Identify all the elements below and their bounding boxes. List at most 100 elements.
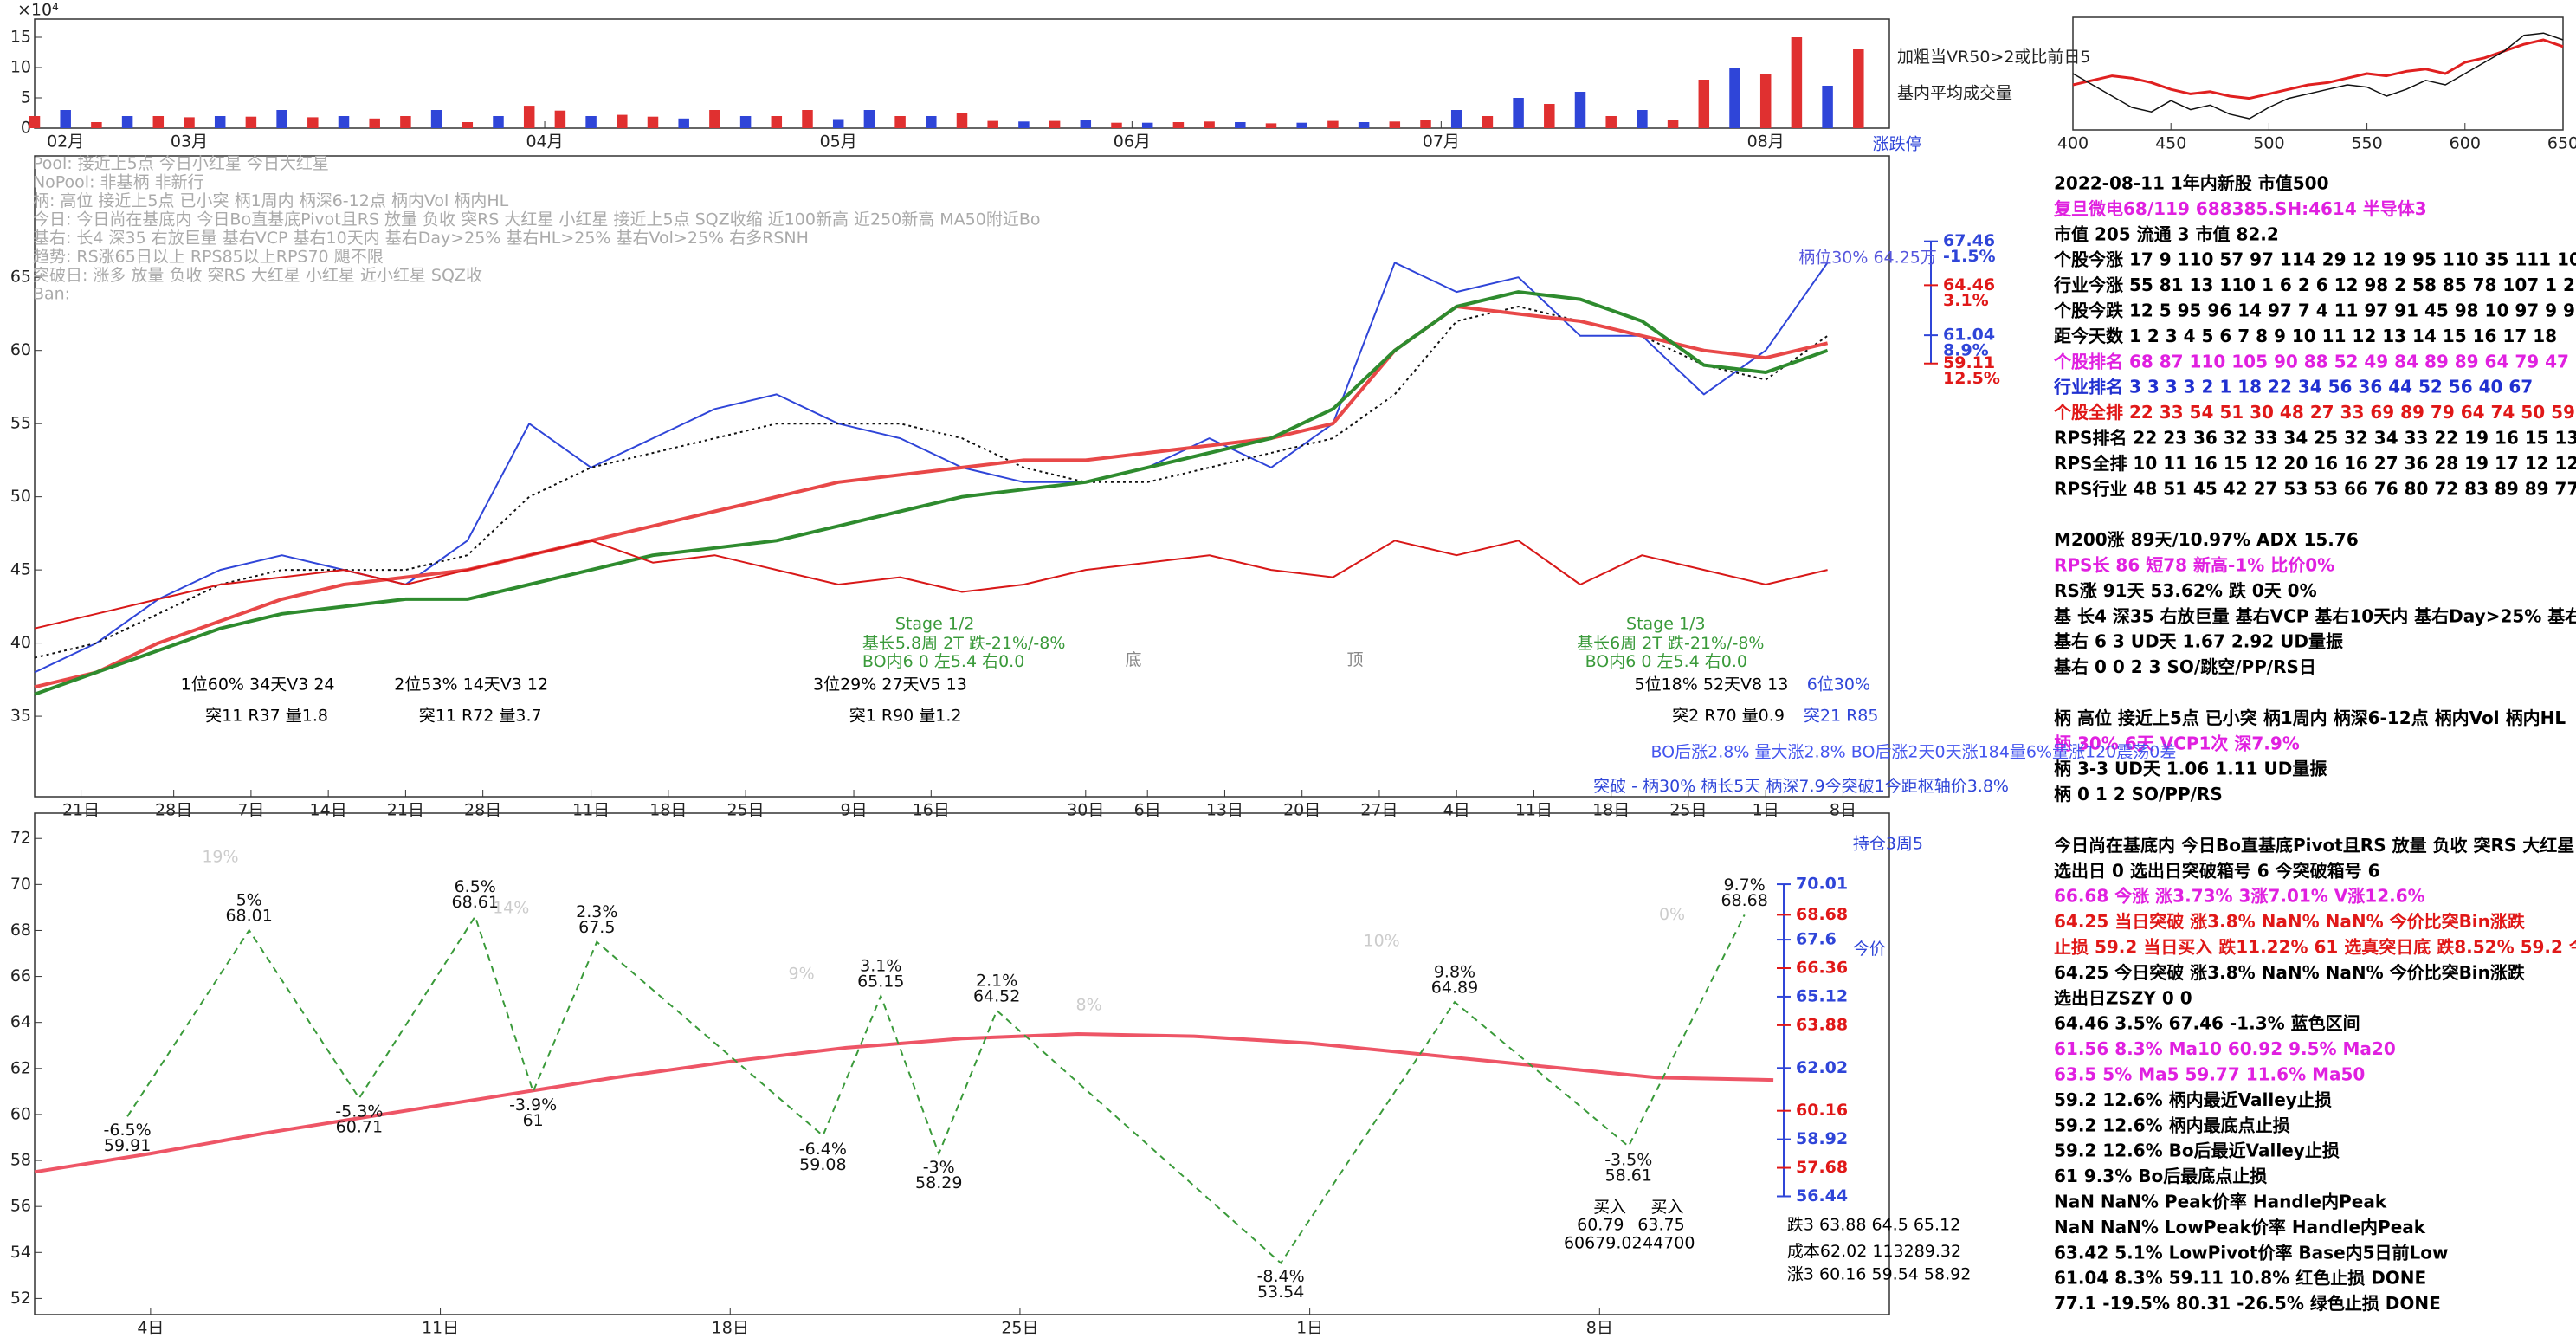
pivot-change: -5.3%: [335, 1102, 383, 1121]
level-label: 67.46: [1943, 231, 1995, 250]
x-tick-label: 450: [2155, 134, 2186, 153]
x-tick-label: 550: [2351, 134, 2382, 153]
info-line: 柄 3-3 UD天 1.06 1.11 UD量振: [2054, 759, 2327, 779]
volume-bar: [214, 116, 226, 128]
info-line: 61 9.3% Bo后最底点止损: [2054, 1166, 2267, 1186]
volume-bar: [1389, 121, 1401, 128]
annotation: 8%: [1076, 995, 1102, 1014]
annotation: 基长6周 2T 跌-21%/-8%: [1577, 634, 1764, 653]
filter-text: Ban:: [33, 285, 70, 304]
info-line: 个股全排 22 33 54 51 30 48 27 33 69 89 79 64…: [2053, 402, 2576, 423]
info-line: 行业排名 3 3 3 3 2 1 18 22 34 56 36 44 52 56…: [2053, 377, 2533, 397]
volume-bar: [1235, 122, 1246, 128]
x-tick-label: 6日: [1134, 801, 1161, 820]
x-tick-label: 04月: [526, 132, 563, 152]
x-tick-label: 600: [2450, 134, 2481, 153]
y-tick-label: 60: [10, 340, 31, 359]
x-tick-label: 8日: [1830, 801, 1856, 820]
filter-text: NoPool: 非基柄 非新行: [33, 173, 204, 192]
info-line: 复旦微电68/119 688385.SH:4614 半导体3: [2053, 198, 2427, 219]
volume-bar: [1049, 120, 1061, 128]
volume-bar: [1141, 122, 1153, 128]
pivot-change: 2.1%: [976, 971, 1017, 990]
info-line: RPS行业 48 51 45 42 27 53 53 66 76 80 72 8…: [2054, 478, 2576, 499]
annotation: 14%: [493, 899, 529, 918]
info-line: M200涨 89天/10.97% ADX 15.76: [2054, 529, 2359, 550]
x-tick-label: 500: [2253, 134, 2284, 153]
x-tick-label: 06月: [1114, 132, 1151, 152]
series-line: [2072, 32, 2564, 120]
annotation: 60679.02: [1564, 1234, 1643, 1253]
info-line: 77.1 -19.5% 80.31 -26.5% 绿色止损 DONE: [2054, 1293, 2441, 1314]
pivot-value: 68.68: [1721, 891, 1767, 910]
pivot-change: -8.4%: [1257, 1267, 1305, 1286]
x-tick-label: 18日: [1592, 801, 1630, 820]
level-label: 58.92: [1796, 1129, 1848, 1148]
volume-bar: [987, 120, 998, 128]
volume-bar: [430, 110, 442, 128]
annotation: BO内6 0 左5.4 右0.0: [1585, 652, 1747, 671]
annotation: Stage 1/3: [1626, 614, 1706, 633]
info-line: RPS全排 10 11 16 15 12 20 16 16 27 36 28 1…: [2054, 453, 2576, 474]
annotation: 突1 R90 量1.2: [849, 707, 962, 726]
annotation: 今价: [1853, 940, 1886, 959]
info-line: RPS排名 22 23 36 32 33 34 25 32 34 33 22 1…: [2054, 428, 2576, 449]
info-line: 63.5 5% Ma5 59.77 11.6% Ma50: [2054, 1064, 2365, 1085]
info-line: 今日尚在基底内 今日Bo直基底Pivot且RS 放量 负收 突RS 大红星 小红…: [2054, 835, 2576, 856]
level-label: 70.01: [1796, 875, 1848, 894]
annotation: 涨跌停: [1873, 134, 1922, 153]
series-line: [34, 262, 1829, 674]
volume-bar: [91, 122, 102, 128]
volume-bar: [894, 116, 906, 128]
annotation: 买入: [1593, 1198, 1626, 1217]
info-line: 基 长4 深35 右放巨量 基右VCP 基右10天内 基右Day>25% 基右H…: [2054, 605, 2576, 626]
zigzag-line: [126, 914, 1746, 1265]
y-tick-label: 62: [10, 1058, 31, 1077]
x-tick-label: 11日: [1515, 801, 1553, 820]
volume-bar: [832, 119, 844, 128]
annotation: BO后涨2.8% 量大涨2.8% BO后涨2天0天涨184量6%量涨120震荡0…: [1650, 742, 2176, 761]
x-tick-label: 11日: [422, 1319, 459, 1338]
volume-bar: [152, 116, 165, 128]
x-tick-label: 21日: [387, 801, 424, 820]
series-line: [34, 1032, 1774, 1174]
level-percent: 12.5%: [1943, 369, 2000, 388]
info-line: 个股今涨 17 9 110 57 97 114 29 12 19 95 110 …: [2053, 249, 2576, 270]
x-tick-label: 27日: [1360, 801, 1398, 820]
annotation: 3位29% 27天V5 13: [813, 675, 967, 695]
annotation: BO内6 0 左5.4 右0.0: [862, 652, 1024, 671]
info-line: 64.25 当日突破 涨3.8% NaN% NaN% 今价比突Bin涨跌: [2054, 911, 2526, 932]
info-line: 行业今涨 55 81 13 110 1 6 2 6 12 98 2 58 85 …: [2053, 275, 2576, 295]
x-tick-label: 18日: [649, 801, 687, 820]
info-line: 柄 高位 接近上5点 已小突 柄1周内 柄深6-12点 柄内Vol 柄内HL: [2054, 708, 2566, 728]
x-tick-label: 9日: [841, 801, 868, 820]
level-label: 64.46: [1943, 275, 1995, 294]
volume-bar: [184, 117, 195, 128]
volume-bar: [709, 110, 720, 128]
volume-bar: [1791, 37, 1803, 128]
volume-bar: [1729, 68, 1740, 128]
volume-bar: [1204, 121, 1215, 128]
y-tick-label: 56: [10, 1197, 31, 1216]
volume-bar: [1853, 49, 1864, 128]
annotation: 基内平均成交量: [1897, 84, 2012, 103]
info-line: 选出日ZSZY 0 0: [2054, 987, 2192, 1008]
x-tick-label: 1日: [1753, 801, 1779, 820]
volume-bar: [29, 116, 41, 128]
y-tick-label: 10: [10, 58, 31, 77]
x-tick-label: 30日: [1067, 801, 1104, 820]
annotation: 44700: [1643, 1234, 1695, 1253]
info-line: 止损 59.2 当日买入 跌11.22% 61 选真突日底 跌8.52% 59.…: [2054, 937, 2576, 958]
series-line: [34, 290, 1829, 696]
filter-text: Pool: 接近上5点 今日小红星 今日大红星: [33, 154, 329, 173]
volume-bar: [1698, 80, 1710, 128]
annotation: 0%: [1659, 905, 1685, 924]
volume-bar: [1450, 110, 1462, 128]
annotation: 跌3 63.88 64.5 65.12: [1787, 1216, 1960, 1235]
y-tick-label: 65: [10, 268, 31, 287]
annotation: 突2 R70 量0.9: [1672, 707, 1785, 726]
filter-text: 趋势: RS涨65日以上 RPS85以上RPS70 飓不限: [33, 248, 384, 267]
filter-text: 基右: 长4 深35 右放巨量 基右VCP 基右10天内 基右Day>25% 基…: [33, 229, 809, 248]
volume-bar: [926, 116, 937, 128]
level-percent: 8.9%: [1943, 341, 1989, 360]
